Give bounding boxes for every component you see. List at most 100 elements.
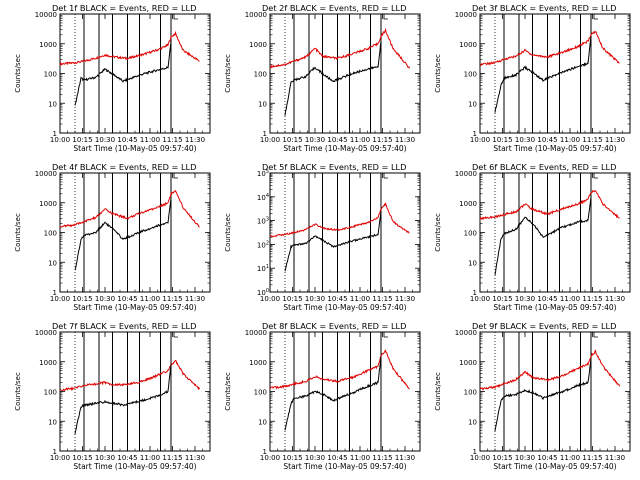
y-tick-label: 10000	[455, 329, 477, 337]
y-tick-label: 1000	[249, 41, 267, 49]
bracket-mark	[173, 14, 178, 20]
x-tick-label: 10:30	[305, 136, 325, 144]
y-axis-label: Counts/sec	[224, 54, 232, 93]
events-series-line	[284, 356, 382, 431]
x-tick-label: 10:00	[470, 136, 490, 144]
x-axis-label: Start Time (10-May-05 09:57:40)	[283, 144, 406, 153]
lld-series-line	[269, 349, 410, 390]
y-tick-label: 1000	[39, 200, 57, 208]
chart-title: Det 9f BLACK = Events, RED = LLD	[472, 321, 616, 331]
y-tick-label: 1	[53, 289, 57, 297]
y-axis-label: Counts/sec	[14, 372, 22, 411]
x-tick-label: 11:15	[582, 454, 602, 462]
chart-panel: Det 6f BLACK = Events, RED = LLD Counts/s…	[434, 162, 631, 312]
chart-panel: Det 9f BLACK = Events, RED = LLD Counts/s…	[434, 321, 631, 471]
y-tick-label: 1	[263, 448, 267, 456]
x-tick-label: 11:15	[372, 295, 392, 303]
x-tick-label: 11:15	[372, 454, 392, 462]
x-tick-label: 10:45	[327, 136, 347, 144]
events-series-line	[284, 211, 382, 272]
x-tick-label: 11:15	[582, 136, 602, 144]
x-tick-label: 11:00	[140, 454, 160, 462]
lld-series-line	[59, 30, 200, 66]
y-tick-label: 1	[473, 289, 477, 297]
y-tick-label: 10000	[245, 329, 267, 337]
y-tick-label: 1000	[459, 200, 477, 208]
x-axis-label: Start Time (10-May-05 09:57:40)	[283, 462, 406, 471]
y-tick-label: 100	[254, 71, 267, 79]
chart-panel: Det 3f BLACK = Events, RED = LLD Counts/s…	[434, 3, 631, 153]
lld-series-line	[479, 349, 620, 391]
chart-title: Det 7f BLACK = Events, RED = LLD	[52, 321, 196, 331]
chart-title: Det 5f BLACK = Events, RED = LLD	[262, 162, 406, 172]
y-tick-label: 10000	[245, 11, 267, 19]
x-tick-label: 10:45	[117, 136, 137, 144]
x-tick-label: 10:30	[515, 454, 535, 462]
y-tick-label: 100	[44, 230, 57, 238]
plot-frame	[479, 172, 631, 293]
events-series-line	[74, 41, 172, 106]
chart-title: Det 8f BLACK = Events, RED = LLD	[262, 321, 406, 331]
y-tick-label: 101	[257, 264, 269, 273]
x-tick-label: 10:15	[492, 136, 512, 144]
x-tick-label: 11:30	[185, 136, 205, 144]
x-tick-label: 10:00	[470, 454, 490, 462]
y-tick-label: 10000	[455, 170, 477, 178]
x-tick-label: 10:15	[72, 136, 92, 144]
plot-frame	[479, 331, 631, 452]
y-axis-label: Counts/sec	[14, 54, 22, 93]
x-tick-label: 11:00	[350, 295, 370, 303]
y-axis-label: Counts/sec	[434, 213, 442, 252]
x-tick-label: 11:00	[350, 136, 370, 144]
y-tick-label: 10	[258, 100, 267, 108]
x-tick-label: 11:00	[140, 136, 160, 144]
y-tick-label: 102	[257, 240, 269, 249]
chart-title: Det 3f BLACK = Events, RED = LLD	[472, 3, 616, 13]
y-tick-label: 104	[257, 193, 269, 202]
y-tick-label: 10000	[455, 11, 477, 19]
y-tick-label: 10	[468, 259, 477, 267]
x-tick-label: 10:45	[537, 295, 557, 303]
x-tick-label: 10:45	[327, 454, 347, 462]
x-tick-label: 10:00	[260, 295, 280, 303]
bracket-mark	[173, 173, 178, 179]
plot-frame	[269, 331, 421, 452]
x-axis-label: Start Time (10-May-05 09:57:40)	[73, 144, 196, 153]
x-tick-label: 11:15	[162, 454, 182, 462]
bracket-mark	[173, 332, 178, 338]
x-tick-label: 11:00	[560, 136, 580, 144]
x-tick-label: 10:30	[515, 295, 535, 303]
x-axis-label: Start Time (10-May-05 09:57:40)	[493, 144, 616, 153]
x-tick-label: 11:00	[350, 454, 370, 462]
x-tick-label: 10:45	[117, 454, 137, 462]
x-tick-label: 10:30	[305, 454, 325, 462]
y-tick-label: 1000	[249, 359, 267, 367]
y-tick-label: 10	[258, 418, 267, 426]
y-tick-label: 103	[257, 217, 269, 226]
x-tick-label: 10:45	[537, 136, 557, 144]
x-tick-label: 10:15	[492, 295, 512, 303]
y-tick-label: 1	[53, 448, 57, 456]
x-tick-label: 11:30	[185, 454, 205, 462]
chart-title: Det 6f BLACK = Events, RED = LLD	[472, 162, 616, 172]
x-tick-label: 10:15	[282, 136, 302, 144]
events-series-line	[494, 196, 592, 275]
bracket-mark	[593, 173, 598, 179]
chart-title: Det 4f BLACK = Events, RED = LLD	[52, 162, 196, 172]
x-tick-label: 11:30	[605, 136, 625, 144]
x-tick-label: 11:15	[582, 295, 602, 303]
chart-title: Det 1f BLACK = Events, RED = LLD	[52, 3, 196, 13]
x-tick-label: 10:15	[492, 454, 512, 462]
y-tick-label: 1	[53, 130, 57, 138]
chart-panel: Det 2f BLACK = Events, RED = LLD Counts/s…	[224, 3, 421, 153]
x-axis-label: Start Time (10-May-05 09:57:40)	[73, 462, 196, 471]
y-tick-label: 10000	[35, 11, 57, 19]
y-tick-label: 1	[263, 130, 267, 138]
y-tick-label: 100	[254, 389, 267, 397]
x-tick-label: 10:00	[470, 295, 490, 303]
x-tick-label: 11:30	[605, 454, 625, 462]
x-tick-label: 10:30	[515, 136, 535, 144]
x-tick-label: 10:30	[95, 295, 115, 303]
chart-panel: Det 5f BLACK = Events, RED = LLD Counts/s…	[224, 162, 421, 312]
